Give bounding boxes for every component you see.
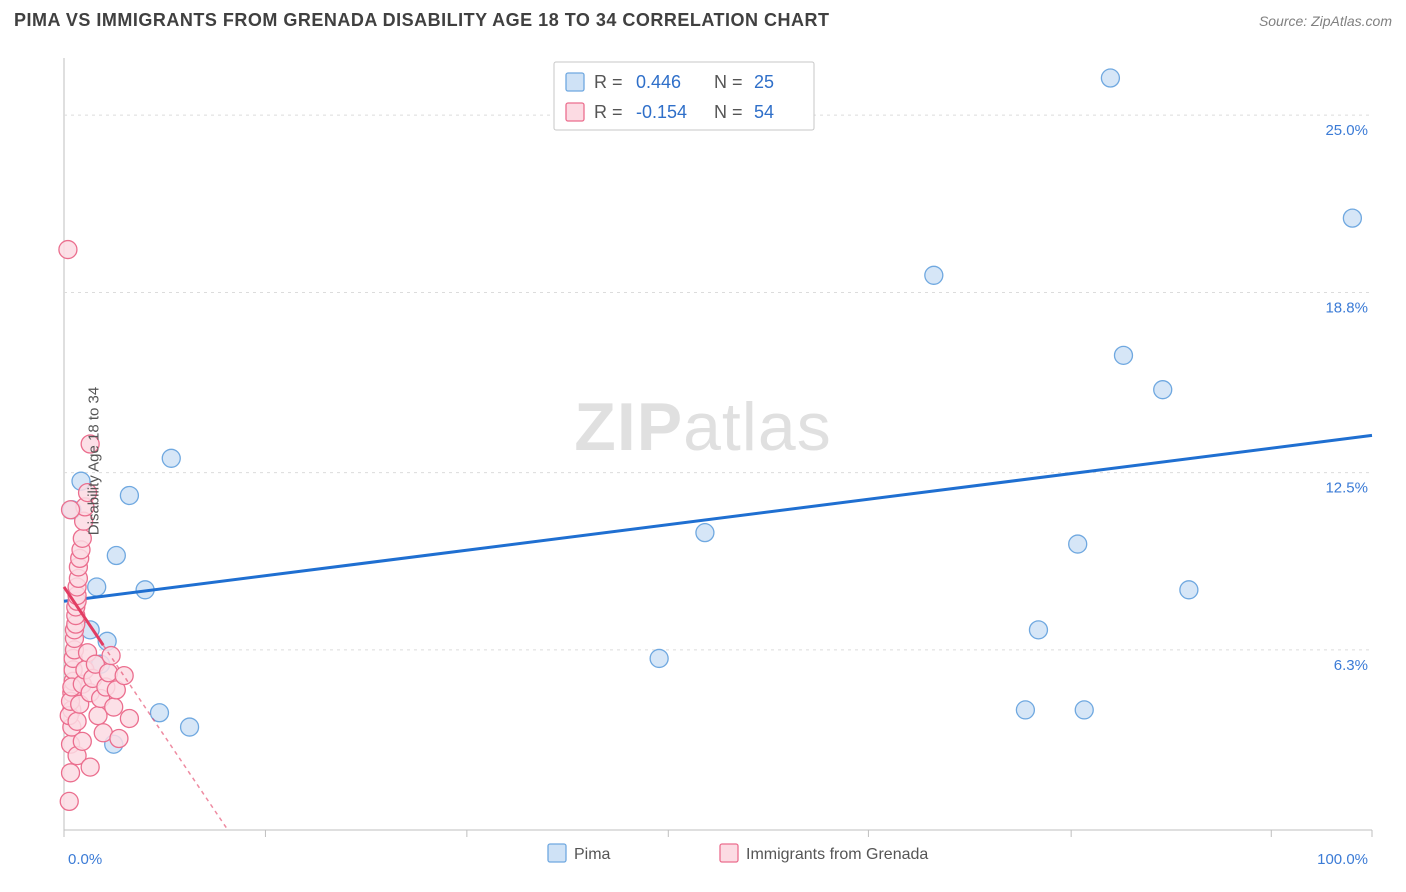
svg-text:6.3%: 6.3% [1334,657,1368,674]
svg-text:25.0%: 25.0% [1325,122,1368,139]
chart-container: Disability Age 18 to 34 ZIPatlas 6.3%12.… [14,40,1392,882]
svg-text:Pima: Pima [574,846,611,863]
source-label: Source: ZipAtlas.com [1259,13,1392,29]
svg-text:25: 25 [754,72,774,92]
svg-text:R =: R = [594,102,623,122]
svg-text:54: 54 [754,102,774,122]
svg-text:12.5%: 12.5% [1325,480,1368,497]
page-title: PIMA VS IMMIGRANTS FROM GRENADA DISABILI… [14,10,830,31]
svg-text:-0.154: -0.154 [636,102,687,122]
svg-text:18.8%: 18.8% [1325,299,1368,316]
svg-text:Immigrants from Grenada: Immigrants from Grenada [746,846,928,863]
y-axis-label: Disability Age 18 to 34 [86,387,103,535]
svg-text:100.0%: 100.0% [1317,851,1368,868]
svg-text:R =: R = [594,72,623,92]
svg-text:0.0%: 0.0% [68,851,102,868]
svg-text:N =: N = [714,72,743,92]
svg-text:N =: N = [714,102,743,122]
svg-text:0.446: 0.446 [636,72,681,92]
correlation-chart: 6.3% 12.5% 18.8% 25.0% 0.0% 100.0% R = 0.446 N =… [14,40,1392,882]
